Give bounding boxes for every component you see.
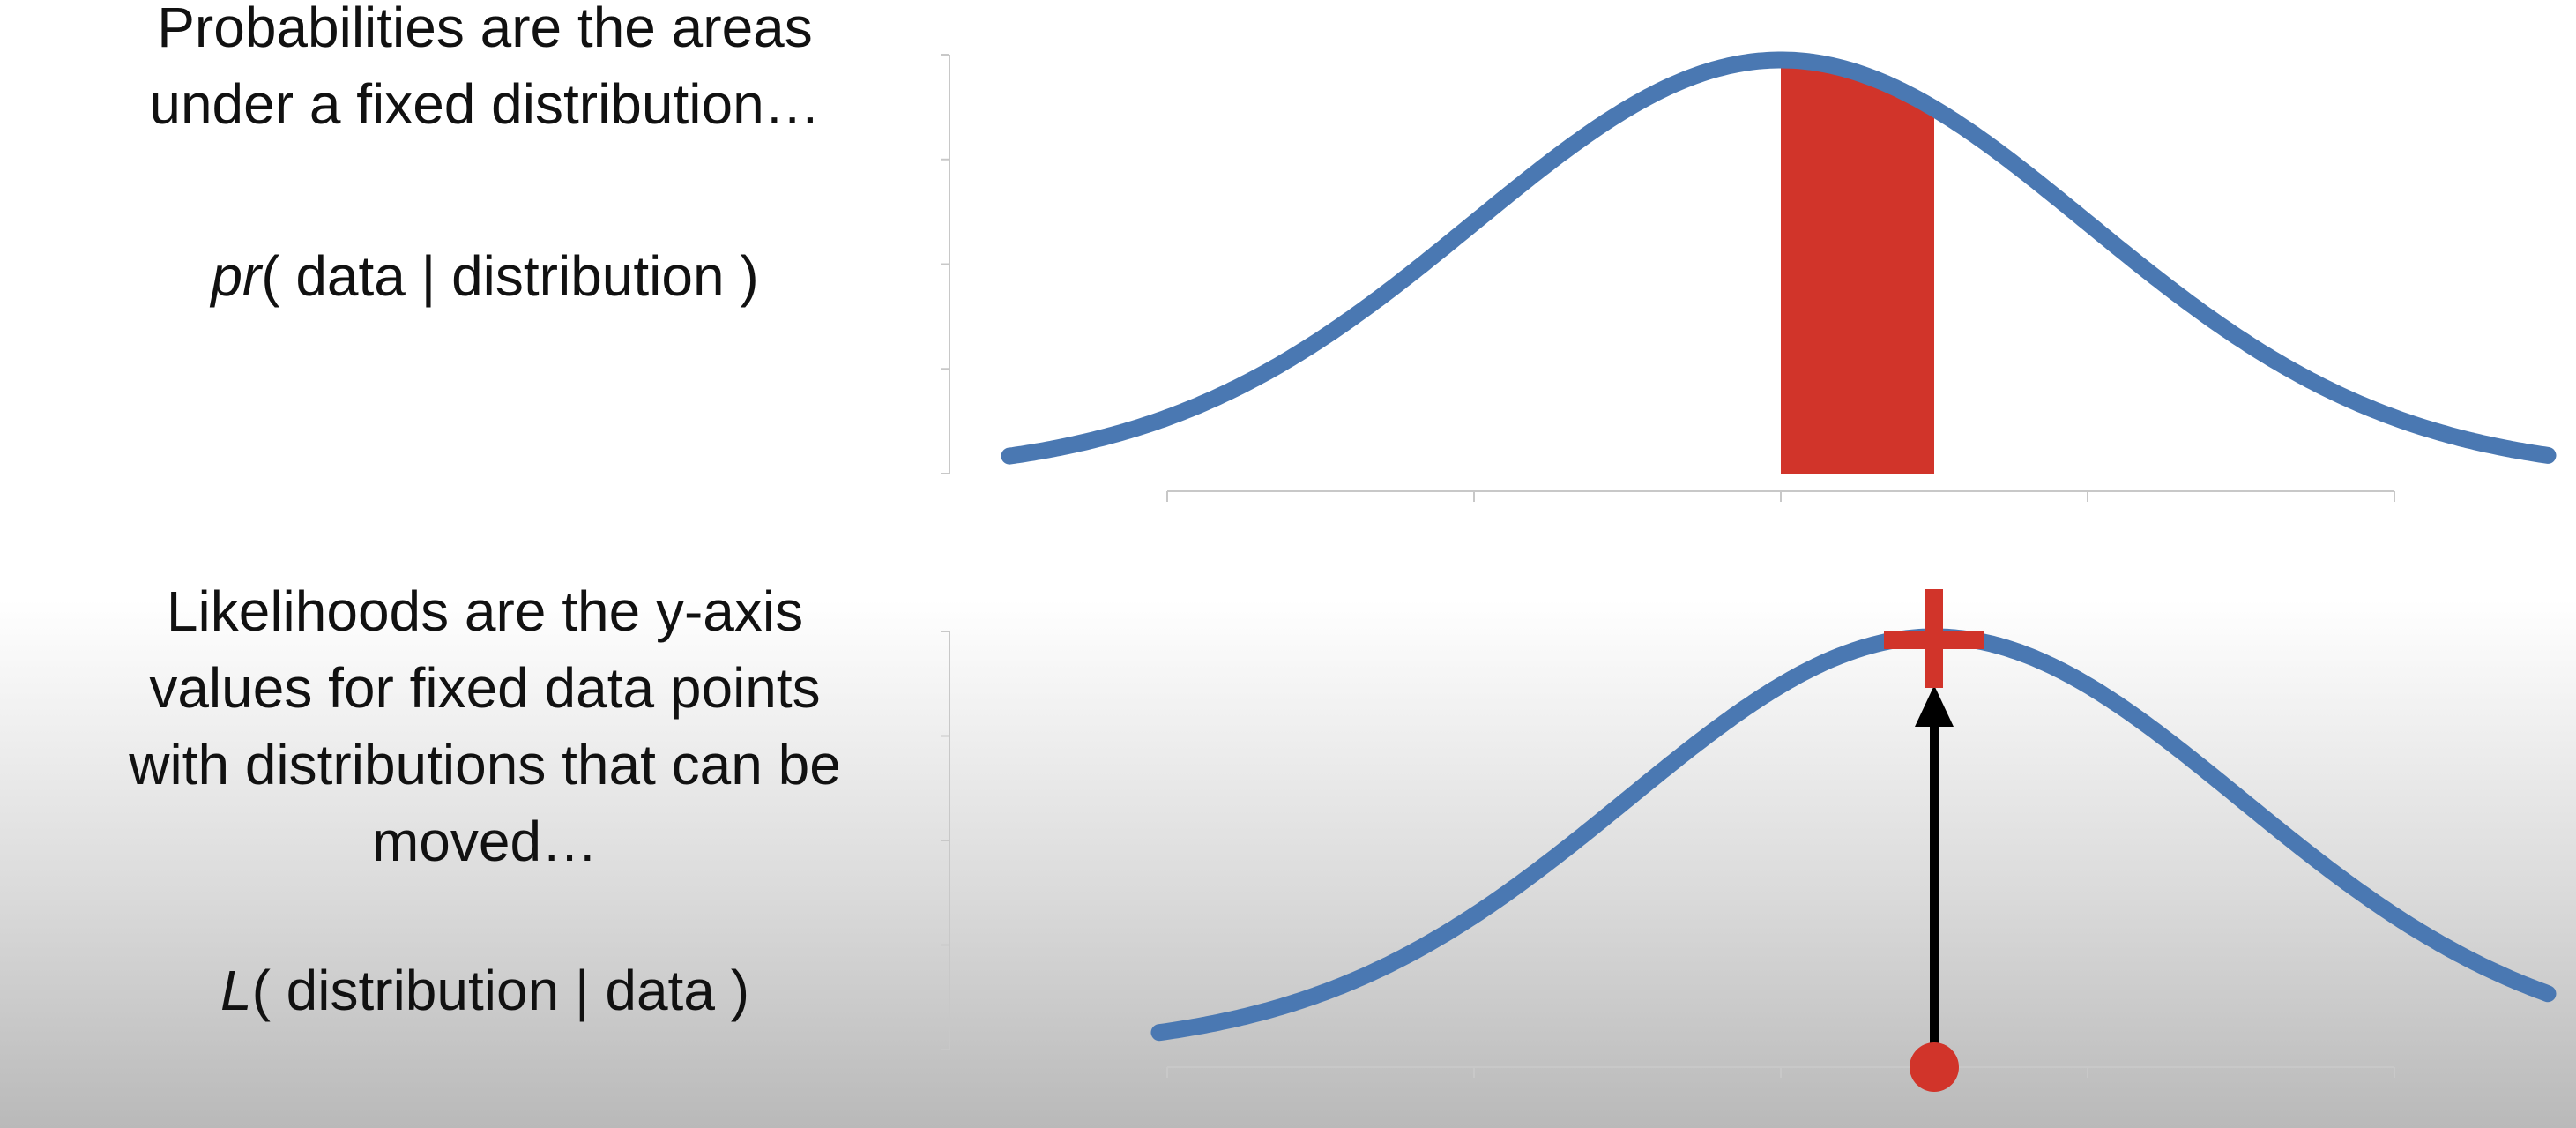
likelihood-arrow-head xyxy=(1915,685,1954,727)
top-caption-line: under a fixed distribution… xyxy=(149,72,821,136)
bottom-caption-line: with distributions that can be xyxy=(129,733,841,796)
bottom-caption-line: moved… xyxy=(371,810,599,873)
distribution-curve xyxy=(1001,51,2557,465)
likelihood-formula: L( distribution | data ) xyxy=(35,952,934,1029)
likelihood-arguments: ( distribution | data ) xyxy=(251,959,750,1022)
bottom-caption-line: Likelihoods are the y-axis xyxy=(166,579,804,643)
probability-arguments: ( data | distribution ) xyxy=(261,244,759,308)
top-caption: Probabilities are the areas under a fixe… xyxy=(35,0,934,143)
probability-formula: pr( data | distribution ) xyxy=(35,238,934,315)
likelihood-function: L xyxy=(220,959,252,1022)
data-point-marker xyxy=(1910,1042,1959,1092)
probability-area xyxy=(1781,60,1934,474)
bottom-caption: Likelihoods are the y-axis values for fi… xyxy=(35,573,934,880)
probability-function: pr xyxy=(211,244,262,308)
bottom-caption-line: values for fixed data points xyxy=(149,656,821,720)
top-caption-line: Probabilities are the areas xyxy=(157,0,813,59)
distribution-curve xyxy=(1150,628,2557,1042)
likelihood-plus-vertical xyxy=(1925,589,1943,688)
